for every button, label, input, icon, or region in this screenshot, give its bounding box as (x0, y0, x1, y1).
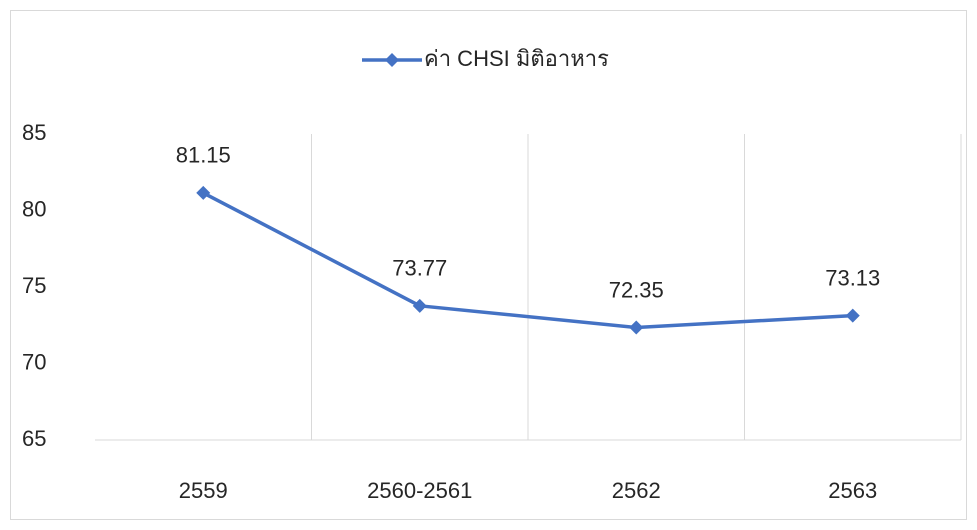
y-tick-label: 75 (22, 273, 46, 298)
data-label: 81.15 (176, 143, 231, 168)
chart-border (10, 10, 967, 520)
series-line (202, 191, 853, 330)
legend-label: ค่า CHSI มิติอาหาร (424, 46, 609, 71)
x-tick-label: 2563 (828, 478, 877, 503)
data-label: 73.77 (392, 256, 447, 281)
y-tick-label: 80 (22, 196, 46, 221)
y-tick-label: 70 (22, 349, 46, 374)
x-tick-label: 2562 (612, 478, 661, 503)
point-marker (196, 185, 211, 200)
data-label: 72.35 (609, 277, 664, 302)
legend-marker (385, 53, 399, 67)
point-marker (845, 308, 860, 323)
x-tick-label: 2560-2561 (367, 478, 472, 503)
point-marker (629, 320, 644, 335)
x-tick-label: 2559 (179, 478, 228, 503)
point-marker (412, 298, 427, 313)
y-tick-label: 65 (22, 426, 46, 451)
y-tick-label: 85 (22, 120, 46, 145)
data-label: 73.13 (825, 265, 880, 290)
